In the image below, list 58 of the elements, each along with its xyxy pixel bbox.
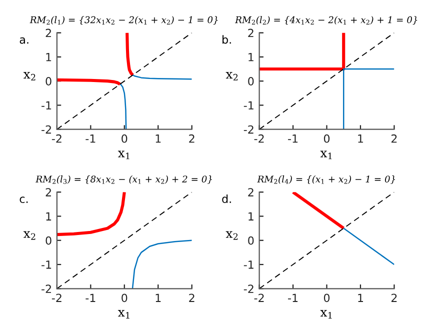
x-tick-label: -1: [86, 294, 96, 302]
text: c.: [20, 196, 28, 204]
y-tick-label: 1: [248, 53, 254, 62]
y-tick-label: 2: [248, 28, 254, 38]
x-tick-label: 1: [358, 294, 363, 302]
x-tick-label: 2: [391, 294, 397, 302]
y-tick-label: -1: [244, 260, 254, 269]
x-axis-title: x$_{1}$: [320, 310, 332, 318]
x-tick-label: -2: [254, 294, 264, 302]
x-tick-label: 1: [358, 134, 363, 143]
y-tick-label: -1: [42, 260, 52, 269]
text: a.: [20, 37, 28, 44]
x-tick-label: -2: [254, 134, 264, 143]
y-tick-label: 1: [46, 212, 52, 220]
text: b.: [222, 35, 231, 44]
x-tick-label: 0: [324, 294, 330, 302]
y-tick-label: 2: [248, 188, 254, 196]
x-tick-label: 0: [324, 134, 330, 143]
x-tick-label: 1: [156, 134, 161, 143]
y-tick-label: 2: [46, 28, 51, 38]
chart-title: RM$_{2}$(l$_{2}$) = {4x$_{1}$x$_{2}$ − 2(x$_{1}$ + x$_{2}$) + 1 = 0}: [234, 16, 418, 25]
x-tick-label: -2: [52, 294, 62, 302]
y-tick-label: 0: [46, 77, 52, 86]
text: d.: [222, 194, 231, 204]
x-tick-label: -1: [288, 294, 298, 302]
x-tick-label: -2: [52, 134, 62, 143]
x-tick-label: -1: [288, 134, 298, 143]
y-tick-label: -2: [244, 284, 254, 293]
y-tick-label: -2: [42, 284, 51, 293]
x-tick-label: 2: [391, 134, 397, 143]
y-axis-title: x$_{2}$: [23, 72, 36, 80]
y-tick-label: -2: [42, 125, 51, 134]
y-tick-label: 2: [46, 188, 51, 196]
x-axis-title: x$_{1}$: [118, 310, 130, 318]
x-axis-title: x$_{1}$: [118, 150, 130, 160]
line-series: [56, 192, 126, 236]
y-tick-label: 0: [46, 236, 52, 245]
x-axis-title: x$_{1}$: [320, 150, 332, 160]
y-tick-label: -2: [244, 125, 254, 134]
x-tick-label: 2: [189, 134, 194, 143]
line-series: [132, 240, 192, 289]
y-axis-title: x$_{2}$: [23, 231, 36, 240]
x-tick-label: 2: [189, 294, 194, 302]
chart-title: RM$_{2}$(l$_{4}$) = {(x$_{1}$ + x$_{2}$) − 1 = 0}: [257, 175, 396, 184]
y-axis-title: x$_{2}$: [226, 72, 238, 80]
y-axis-title: x$_{2}$: [226, 231, 238, 240]
y-tick-label: 0: [248, 236, 254, 245]
chart-title: RM$_{2}$(l$_{1}$) = {32x$_{1}$x$_{2}$ − 2(x$_{1}$ + x$_{2}$) − 1 = 0}: [30, 16, 218, 25]
x-tick-label: -1: [86, 134, 96, 143]
y-tick-label: -1: [42, 101, 52, 110]
chart-title: RM$_{2}$(l$_{3}$) = {8x$_{1}$x$_{2}$ − (x$_{1}$ + x$_{2}$) + 2 = 0}: [36, 175, 212, 184]
x-tick-label: 0: [122, 294, 128, 302]
x-tick-label: 0: [122, 134, 128, 143]
y-tick-label: 1: [46, 53, 52, 62]
x-tick-label: 1: [156, 294, 161, 302]
y-tick-label: 0: [248, 77, 254, 86]
y-tick-label: -1: [244, 101, 254, 110]
y-tick-label: 1: [248, 212, 254, 220]
